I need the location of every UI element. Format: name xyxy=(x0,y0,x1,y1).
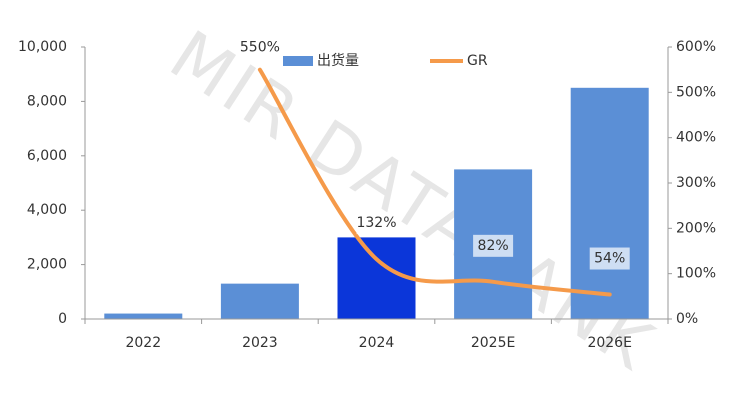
data-label-bg xyxy=(356,212,397,235)
y-tick-label: 6,000 xyxy=(27,148,67,164)
y-tick-label: 2,000 xyxy=(27,257,67,273)
y-tick-label: 4,000 xyxy=(27,202,67,218)
data-label-bg xyxy=(589,247,630,270)
gr-line xyxy=(257,67,612,297)
bar xyxy=(220,283,299,319)
data-label-bg xyxy=(473,234,514,257)
bar xyxy=(104,313,183,319)
x-tick-label: 2025E xyxy=(471,335,515,351)
data-label: 132% xyxy=(356,215,396,231)
data-label: 54% xyxy=(594,251,625,267)
y-tick-label: 10,000 xyxy=(18,39,67,55)
y-tick-label: 0 xyxy=(58,311,67,327)
legend-label: GR xyxy=(467,53,488,69)
y2-tick-label: 0% xyxy=(676,311,698,327)
y2-tick-label: 400% xyxy=(676,130,716,146)
y2-tick-label: 200% xyxy=(676,220,716,236)
data-label: 82% xyxy=(478,238,509,254)
x-tick-label: 2026E xyxy=(587,335,631,351)
y2-tick-label: 500% xyxy=(676,84,716,100)
y2-tick-label: 100% xyxy=(676,266,716,282)
x-tick-label: 2024 xyxy=(359,335,395,351)
x-tick-label: 2022 xyxy=(125,335,161,351)
data-label: 550% xyxy=(240,40,280,56)
y2-tick-label: 300% xyxy=(676,175,716,191)
legend-swatch xyxy=(283,56,313,66)
y-tick-label: 8,000 xyxy=(27,93,67,109)
bar xyxy=(337,237,416,319)
x-tick-label: 2023 xyxy=(242,335,278,351)
legend-label: 出货量 xyxy=(317,52,359,69)
bar xyxy=(570,87,649,319)
y2-tick-label: 600% xyxy=(676,39,716,55)
